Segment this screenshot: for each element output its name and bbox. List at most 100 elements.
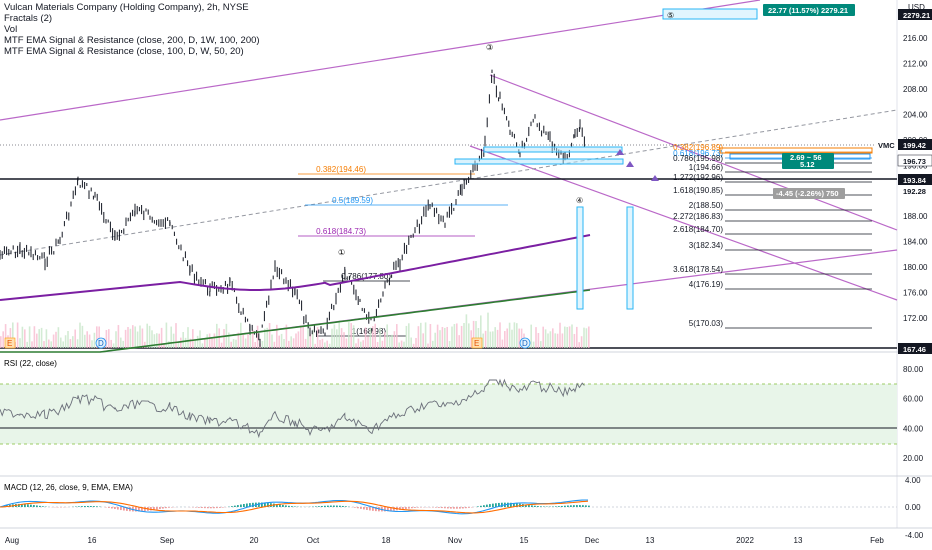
volume-bar [223, 329, 225, 348]
time-tick: Dec [585, 536, 599, 545]
macd-hist-bar [414, 507, 416, 508]
volume-bar [367, 336, 369, 348]
price-tag-196: 196.73 [897, 154, 932, 167]
rsi-tick: 60.00 [903, 395, 924, 404]
legend-ema2[interactable]: MTF EMA Signal & Resistance (close, 100,… [4, 46, 244, 57]
macd-axis[interactable]: 4.00 0.00 -4.00 [905, 476, 924, 540]
macd-hist-bar [480, 505, 482, 507]
time-axis[interactable]: Aug 16 Sep 20 Oct 18 Nov 15 Dec 13 2022 13 Feb [5, 536, 885, 545]
volume-bar [436, 324, 439, 348]
legend-vol[interactable]: Vol [4, 24, 18, 35]
macd-hist-bar [531, 505, 533, 507]
macd-hist-bar [84, 506, 86, 507]
volume-bar [175, 323, 177, 348]
legend-fractals[interactable]: Fractals (2) [4, 13, 53, 24]
volume-bar [57, 327, 60, 348]
wave-1-label: ① [338, 248, 345, 257]
macd-hist-bar [87, 505, 89, 507]
volume-bar [307, 322, 309, 348]
volume-bar [211, 337, 213, 348]
volume-bar [52, 334, 55, 348]
legend-ema1[interactable]: MTF EMA Signal & Resistance (close, 200,… [4, 35, 260, 46]
volume-bar [160, 327, 163, 348]
dividend-marker[interactable]: D [95, 337, 107, 349]
dividend-marker-2[interactable]: D [519, 337, 531, 349]
volume-bar [566, 327, 568, 348]
volume-bar [427, 343, 429, 348]
macd-hist-bar [399, 507, 401, 510]
volume-bar [388, 335, 391, 348]
volume-bar [136, 331, 139, 348]
volume-bar [220, 342, 223, 348]
earnings-marker-2[interactable]: E [471, 337, 483, 349]
volume-bar [518, 328, 520, 348]
fib-left-label: 1(168.98) [352, 327, 387, 336]
vertical-box-1[interactable] [576, 206, 584, 310]
macd-hist-bar [372, 507, 374, 511]
vertical-box-2[interactable] [626, 206, 634, 310]
volume-bar [124, 329, 127, 348]
volume-bar [33, 326, 36, 348]
volume-bar [268, 323, 271, 348]
channel-upper-line[interactable] [0, 0, 761, 121]
volume-bar [458, 335, 460, 348]
measure-label-2[interactable]: -4.45 (-2.26%) 750 [773, 188, 845, 199]
volume-bar [316, 327, 319, 348]
dashed-trendline[interactable] [0, 109, 898, 256]
volume-bar [249, 332, 252, 348]
macd-hist-bar [42, 506, 44, 507]
macd-hist-bar [528, 504, 530, 507]
falling-channel-upper[interactable] [489, 74, 898, 231]
ema-200-line[interactable] [0, 234, 591, 301]
macd-hist-bar [204, 507, 206, 509]
volume-bar [360, 341, 362, 348]
volume-bar [304, 338, 307, 348]
range-box-1[interactable] [483, 146, 623, 153]
target-label[interactable]: 22.77 (11.57%) 2279.21 [763, 4, 855, 16]
volume-bar [465, 314, 468, 348]
ema-100-line[interactable] [0, 289, 591, 353]
svg-text:192.28: 192.28 [903, 187, 926, 196]
volume-bar [31, 341, 33, 348]
volume-bar [16, 322, 19, 348]
volume-bar [2, 331, 4, 348]
volume-bar [417, 326, 420, 348]
volume-bar [319, 339, 321, 348]
volume-bar [340, 328, 343, 348]
earnings-marker[interactable]: E [4, 337, 16, 349]
target-box[interactable] [662, 8, 758, 20]
volume-bar [434, 332, 436, 348]
macd-hist-bar [315, 506, 317, 507]
time-tick: Feb [870, 536, 884, 545]
macd-hist-bar [510, 502, 512, 507]
measure-label-1[interactable]: 2.69 ~ 56 5.12 [782, 153, 834, 169]
time-tick: 2022 [736, 536, 754, 545]
volume-bar [55, 331, 57, 348]
macd-hist-bar [468, 507, 470, 508]
volume-bar [4, 324, 7, 348]
volume-bar [218, 328, 220, 348]
volume-bars [0, 312, 590, 348]
range-box-2[interactable] [454, 158, 624, 165]
volume-bar [554, 333, 556, 348]
macd-hist-bar [339, 505, 341, 507]
macd-hist-bar [507, 502, 509, 507]
rsi-line[interactable] [0, 378, 585, 439]
volume-bar [40, 327, 43, 348]
macd-hist-bar [36, 505, 38, 507]
volume-bar [290, 336, 292, 348]
volume-bar [568, 326, 571, 348]
svg-text:E: E [474, 339, 479, 348]
volume-bar [542, 326, 544, 348]
volume-bar [583, 327, 585, 348]
price-tick: 216.00 [903, 34, 928, 43]
rsi-axis[interactable]: 80.00 60.00 40.00 20.00 [903, 365, 924, 463]
volume-bar [403, 341, 405, 348]
macd-hist-bar [210, 507, 212, 509]
volume-bar [300, 325, 302, 348]
volume-bar [482, 333, 484, 348]
macd-signal-line[interactable] [0, 500, 589, 514]
volume-bar [278, 335, 280, 348]
macd-hist-bar [411, 507, 413, 509]
